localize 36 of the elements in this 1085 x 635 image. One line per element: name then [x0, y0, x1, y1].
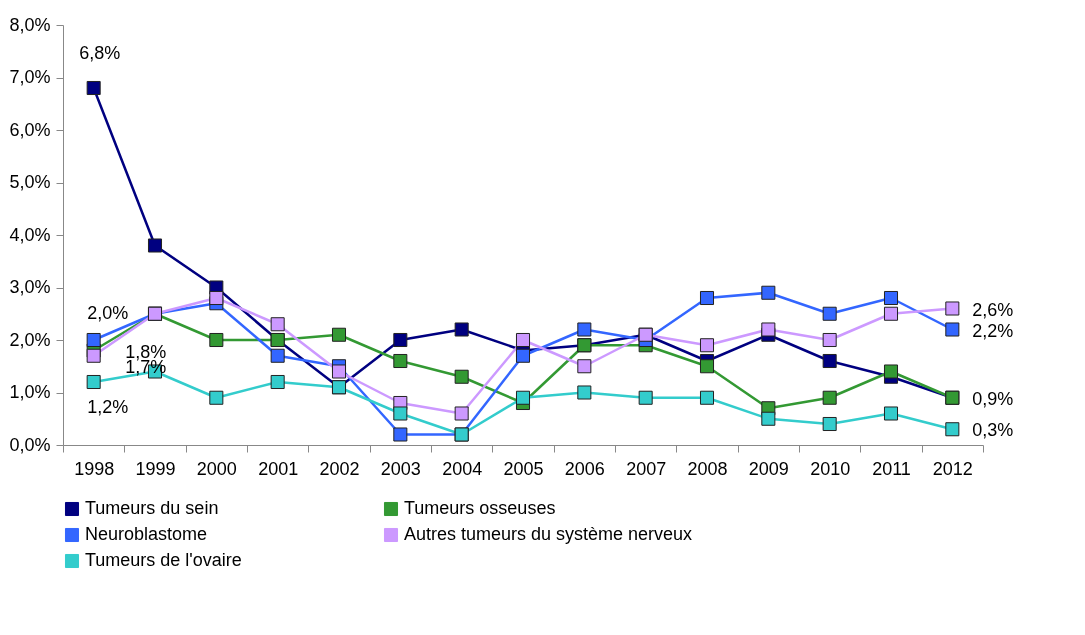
y-tick-label: 5,0% — [9, 172, 51, 192]
y-tick-label: 6,0% — [9, 119, 51, 140]
data-label: 2,6% — [972, 299, 1014, 320]
data-label: 0,3% — [972, 420, 1014, 441]
x-tick-label: 2008 — [687, 458, 728, 479]
x-tick-label: 2004 — [442, 458, 483, 479]
data-label: 1,2% — [87, 397, 129, 417]
y-tick-label: 2,0% — [9, 329, 51, 350]
x-tick-label: 2000 — [196, 458, 237, 479]
x-tick-label: 2005 — [503, 458, 544, 479]
y-tick-label: 1,0% — [9, 382, 51, 402]
x-tick-label: 2006 — [564, 458, 605, 479]
x-tick-label: 2012 — [932, 458, 973, 479]
y-tick-label: 8,0% — [9, 14, 51, 35]
legend-label: Neuroblastome — [85, 524, 208, 544]
y-tick-label: 0,0% — [9, 434, 51, 455]
data-label: 2,0% — [87, 303, 129, 323]
y-tick-label: 3,0% — [9, 277, 51, 297]
x-tick-label: 2011 — [872, 458, 911, 479]
legend-label: Tumeurs de l'ovaire — [85, 550, 242, 570]
y-tick-label: 7,0% — [9, 67, 51, 87]
data-label: 6,8% — [79, 43, 121, 63]
x-tick-label: 2007 — [626, 458, 667, 479]
x-tick-label: 2009 — [748, 458, 789, 479]
x-tick-label: 2001 — [258, 458, 299, 479]
data-label: 0,9% — [972, 388, 1014, 409]
x-tick-label: 2003 — [380, 458, 421, 479]
x-tick-label: 1999 — [135, 458, 176, 479]
x-tick-label: 2002 — [319, 458, 360, 479]
x-tick-label: 1998 — [74, 458, 115, 479]
x-tick-label: 2010 — [810, 458, 851, 479]
data-label: 2,2% — [972, 320, 1014, 341]
legend-label: Tumeurs du sein — [85, 498, 219, 518]
legend-label: Tumeurs osseuses — [404, 498, 556, 518]
y-tick-label: 4,0% — [9, 224, 51, 245]
legend-label: Autres tumeurs du système nerveux — [404, 524, 693, 544]
